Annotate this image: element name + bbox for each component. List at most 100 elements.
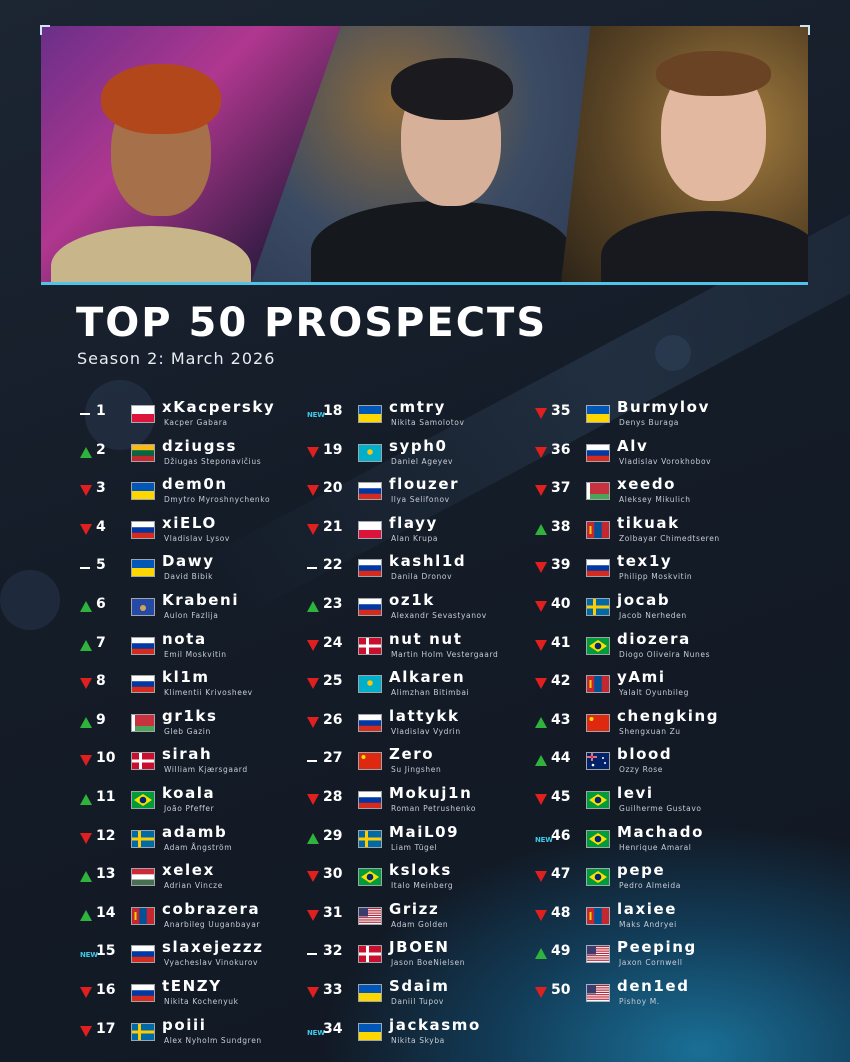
flag-br-icon (131, 791, 155, 809)
trend-up-icon (80, 909, 94, 922)
flag-ru-icon (586, 559, 610, 578)
rank-number: 46 (551, 827, 571, 844)
player-nickname: poiii (162, 1015, 207, 1034)
player-real-name: Alexandr Sevastyanov (391, 611, 487, 620)
rank-number: 10 (96, 750, 116, 767)
prospect-entry: 43 chengking Shengxuan Zu (535, 706, 760, 746)
rank-number: 19 (323, 441, 343, 458)
flag-by-icon (131, 713, 155, 732)
flag-hu-icon (131, 868, 155, 887)
rank-number: 25 (323, 673, 343, 690)
player-real-name: David Bibik (164, 572, 214, 582)
player-real-name: Vladislav Vydrin (391, 726, 461, 736)
rank-number: 5 (96, 557, 106, 574)
player-nickname: jocab (617, 591, 671, 609)
page-title: TOP 50 PROSPECTS (76, 300, 548, 346)
rank-number: 36 (551, 441, 571, 458)
flag-dk-icon (358, 945, 382, 964)
player-real-name: Alimzhan Bitimbai (391, 688, 470, 698)
flag-lt-icon (131, 443, 155, 462)
rank-number: 7 (96, 634, 106, 651)
player-nickname: kashl1d (389, 552, 467, 571)
trend-down-icon (535, 446, 549, 459)
prospect-entry: 45 levi Guilherme Gustavo (535, 784, 760, 823)
prospect-entry: 29 MaiL09 Liam Tügel (307, 823, 532, 862)
player-real-name: Klimentii Krivosheev (164, 688, 253, 698)
trend-down-icon (80, 987, 94, 999)
player-nickname: chengking (617, 706, 720, 725)
trend-up-icon (535, 755, 549, 767)
trend-down-icon (307, 909, 321, 922)
flag-by-icon (586, 482, 610, 501)
prospect-entry: 25 Alkaren Alimzhan Bitimbai (307, 668, 532, 707)
trend-up-icon (80, 601, 94, 613)
flag-ua-icon (358, 1022, 382, 1041)
prospect-entry: 6 Krabeni Aulon Fazlija (80, 591, 305, 630)
player-real-name: João Pfeffer (164, 804, 215, 813)
player-nickname: flayy (389, 513, 438, 532)
rank-number: 28 (323, 789, 343, 805)
player-real-name: Liam Tügel (391, 842, 438, 852)
rank-number: 6 (96, 596, 106, 612)
flag-us-icon (358, 906, 382, 925)
player-real-name: Jason BoeNielsen (391, 958, 466, 968)
player-nickname: lattykk (389, 706, 460, 725)
player-nickname: Alv (617, 436, 649, 455)
trend-down-icon (535, 678, 549, 690)
prospect-entry: 37 xeedo Aleksey Mikulich (535, 475, 760, 514)
player-real-name: Adrian Vincze (164, 881, 223, 891)
player-real-name: Daniil Tupov (391, 997, 444, 1006)
prospect-entry: 38 tikuak Zolbayar Chimedtseren (535, 514, 760, 553)
player-nickname: slaxejezzz (162, 938, 264, 957)
flag-dk-icon (131, 752, 155, 771)
flag-us-icon (586, 984, 610, 1002)
rank-number: 41 (551, 634, 571, 651)
player-real-name: Aulon Fazlija (164, 611, 219, 620)
background-bubble (655, 335, 691, 371)
trend-down-icon (307, 794, 321, 806)
prospect-entry: 13 xelex Adrian Vincze (80, 861, 305, 900)
player-nickname: kl1m (162, 668, 210, 687)
player-nickname: gr1ks (162, 706, 218, 725)
prospect-entry: 24 nut nut Martin Holm Vestergaard (307, 630, 532, 669)
rank-number: 23 (323, 596, 343, 612)
flag-kz-icon (358, 675, 382, 694)
trend-down-icon (307, 716, 321, 729)
player-nickname: JBOEN (389, 938, 450, 957)
prospect-entry: 50 den1ed Pishoy M. (535, 977, 760, 1016)
prospect-entry: 20 flouzer Ilya Selifonov (307, 475, 532, 514)
rank-number: 16 (96, 982, 116, 998)
flag-br-icon (586, 868, 610, 887)
prospect-entry: 8 kl1m Klimentii Krivosheev (80, 668, 305, 707)
player-nickname: xelex (162, 861, 215, 880)
player-nickname: Mokuj1n (389, 784, 473, 802)
rank-number: 35 (551, 403, 571, 419)
trend-down-icon (307, 678, 321, 690)
player-nickname: den1ed (617, 977, 690, 995)
player-real-name: Diogo Oliveira Nunes (619, 649, 711, 659)
prospect-entry: 3 dem0n Dmytro Myroshnychenko (80, 475, 305, 514)
rank-number: 48 (551, 904, 571, 921)
prospect-entry: 19 syph0 Daniel Ageyev (307, 437, 532, 476)
player-nickname: Krabeni (162, 591, 240, 609)
player-real-name: Guilherme Gustavo (619, 804, 702, 813)
page-subtitle: Season 2: March 2026 (77, 349, 276, 368)
player-real-name: Pishoy M. (619, 997, 660, 1006)
banner-accent-line (41, 282, 808, 285)
player-nickname: cmtry (389, 398, 446, 416)
trend-same-icon (80, 562, 94, 574)
flag-ru-icon (131, 636, 155, 655)
trend-down-icon (307, 871, 321, 883)
prospect-entry: 49 Peeping Jaxon Cornwell (535, 938, 760, 977)
flag-mn-icon (586, 675, 610, 694)
prospect-entry: NEW 34 jackasmo Nikita Skyba (307, 1016, 532, 1055)
rank-number: 13 (96, 866, 116, 883)
prospect-entry: 1 xKacpersky Kacper Gabara (80, 398, 305, 437)
trend-same-icon (80, 408, 94, 420)
rank-number: 24 (323, 634, 343, 651)
trend-down-icon (80, 485, 94, 497)
prospect-entry: 32 JBOEN Jason BoeNielsen (307, 938, 532, 977)
trend-down-icon (535, 408, 549, 420)
player-nickname: Peeping (617, 938, 697, 957)
player-real-name: Adam Golden (391, 919, 449, 929)
